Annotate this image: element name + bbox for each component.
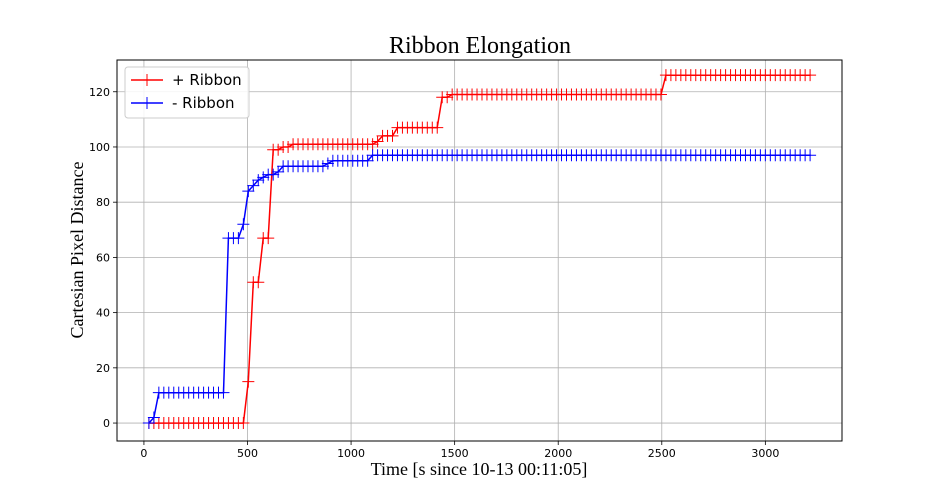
data-point xyxy=(262,232,275,245)
data-point xyxy=(654,88,667,101)
data-point xyxy=(267,168,280,181)
y-axis-label: Cartesian Pixel Distance xyxy=(67,162,87,339)
legend-marker xyxy=(141,74,153,86)
data-point xyxy=(321,157,334,170)
data-point xyxy=(247,179,260,192)
x-tick-label: 3000 xyxy=(751,447,779,460)
data-point xyxy=(441,91,454,104)
data-point xyxy=(142,417,155,430)
y-tick-label: 0 xyxy=(103,417,110,430)
data-point xyxy=(232,232,245,245)
data-point xyxy=(316,160,329,173)
data-point xyxy=(217,386,230,399)
y-tick-label: 80 xyxy=(96,196,110,209)
data-point xyxy=(272,165,285,178)
data-point xyxy=(147,411,160,424)
data-point xyxy=(371,135,384,148)
x-tick-label: 500 xyxy=(237,447,258,460)
x-axis-label: Time [s since 10-13 00:11:05] xyxy=(371,459,588,479)
grid xyxy=(117,60,842,441)
data-point xyxy=(242,375,255,388)
series-0 xyxy=(142,69,817,430)
data-point xyxy=(804,149,817,162)
x-tick-label: 1500 xyxy=(441,447,469,460)
legend: + Ribbon - Ribbon xyxy=(124,66,250,119)
y-tick-label: 20 xyxy=(96,362,110,375)
legend-label: - Ribbon xyxy=(172,94,235,112)
data-point xyxy=(237,417,250,430)
data-point xyxy=(366,138,379,151)
data-point xyxy=(252,276,265,289)
data-point xyxy=(272,143,285,156)
data-point xyxy=(282,140,295,153)
y-tick-label: 100 xyxy=(89,141,110,154)
y-tick-label: 40 xyxy=(96,307,110,320)
data-point xyxy=(257,171,270,184)
data-point xyxy=(361,154,374,167)
y-tick-label: 120 xyxy=(89,86,110,99)
axis-ticks: 0 500 1000 1500 2000 2500 3000 0 20 40 60 80 100 120 xyxy=(89,86,779,460)
data-point xyxy=(242,185,255,198)
series-layer xyxy=(142,69,817,430)
plot-frame xyxy=(116,59,843,442)
chart-title: Ribbon Elongation xyxy=(389,33,571,59)
data-point xyxy=(804,69,817,82)
x-tick-label: 0 xyxy=(140,447,147,460)
data-point xyxy=(386,129,399,142)
x-tick-label: 1000 xyxy=(337,447,365,460)
series-1 xyxy=(142,149,817,430)
x-tick-label: 2500 xyxy=(648,447,676,460)
series-line xyxy=(148,74,811,424)
data-point xyxy=(237,218,250,231)
y-tick-label: 60 xyxy=(96,251,110,264)
legend-label: + Ribbon xyxy=(172,71,242,89)
data-point xyxy=(252,174,265,187)
data-point xyxy=(431,121,444,134)
legend-marker xyxy=(141,97,153,109)
x-tick-label: 2000 xyxy=(544,447,572,460)
